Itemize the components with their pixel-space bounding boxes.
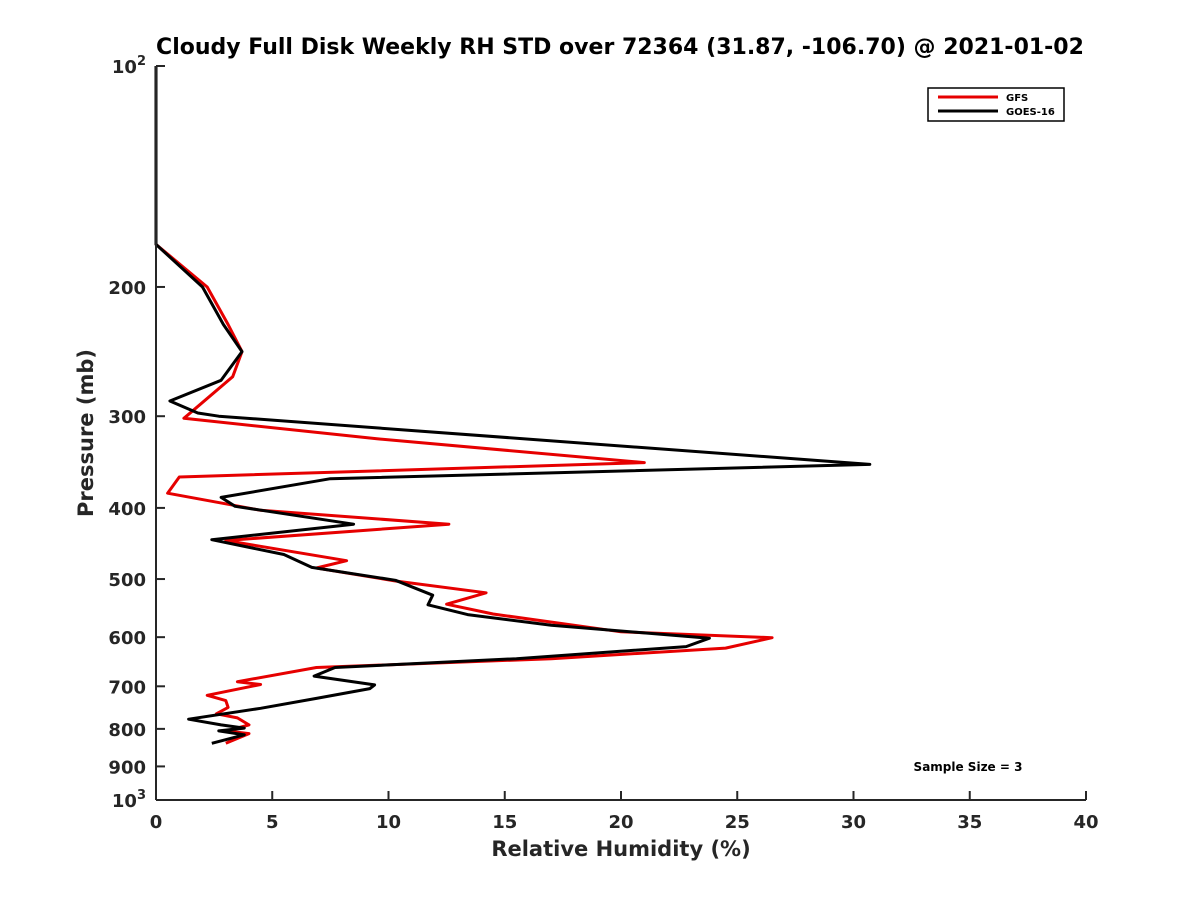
x-axis-label: Relative Humidity (%) <box>491 837 750 861</box>
y-tick-label: 102 <box>112 54 146 78</box>
sample-size-annotation: Sample Size = 3 <box>914 760 1023 774</box>
y-tick-label: 200 <box>108 278 146 299</box>
x-tick-label: 15 <box>492 812 517 833</box>
legend-label-gfs: GFS <box>1006 93 1028 104</box>
x-tick-label: 10 <box>376 812 401 833</box>
chart-title: Cloudy Full Disk Weekly RH STD over 7236… <box>156 35 1084 60</box>
x-tick-label: 20 <box>608 812 633 833</box>
y-tick-label: 600 <box>108 628 146 649</box>
series-line-goes16 <box>154 66 872 745</box>
x-tick-label: 0 <box>150 812 163 833</box>
legend-box <box>927 87 1065 122</box>
x-tick-label: 35 <box>957 812 982 833</box>
y-tick-label: 800 <box>108 720 146 741</box>
legend-label-goes16: GOES-16 <box>1006 107 1055 118</box>
x-tick-label: 5 <box>266 812 279 833</box>
y-tick-label: 700 <box>108 677 146 698</box>
y-ticks: 102 200 300 400 500 600 700 800 900 103 <box>108 54 165 812</box>
y-tick-label: 900 <box>108 757 146 778</box>
x-tick-label: 40 <box>1073 812 1098 833</box>
series-layer <box>154 66 872 745</box>
series-line-gfs <box>154 66 774 745</box>
x-tick-label: 25 <box>725 812 750 833</box>
x-ticks: 0 5 10 15 20 25 30 35 40 <box>150 791 1099 833</box>
y-tick-label: 500 <box>108 570 146 591</box>
y-tick-label: 400 <box>108 499 146 520</box>
y-tick-label: 103 <box>112 788 146 812</box>
y-axis-label: Pressure (mb) <box>74 349 98 517</box>
legend: GFS GOES-16 <box>927 87 1065 122</box>
x-tick-label: 30 <box>841 812 866 833</box>
y-tick-label: 300 <box>108 407 146 428</box>
plot-area: 0 5 10 15 20 25 30 35 40 102 200 300 400 500 600 700 80… <box>108 54 1098 833</box>
